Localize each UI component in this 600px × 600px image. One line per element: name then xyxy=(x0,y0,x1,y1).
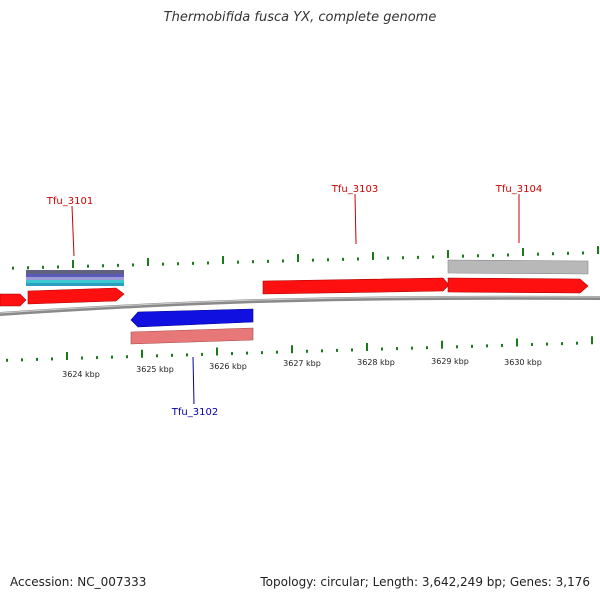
gene-arrow-tfu3101[interactable] xyxy=(27,287,125,305)
genome-backbone xyxy=(0,295,600,316)
gene-label-tfu3102[interactable]: Tfu_3102 xyxy=(171,407,218,418)
kbp-label-3626: 3626 kbp xyxy=(209,362,247,371)
leader-line-tfu3102 xyxy=(192,356,195,405)
kbp-label-3628: 3628 kbp xyxy=(357,358,395,367)
leader-line-tfu3103 xyxy=(354,193,357,245)
kbp-label-3625: 3625 kbp xyxy=(136,365,174,374)
gene-arrow-left-partial[interactable] xyxy=(0,293,27,307)
tick-row-top xyxy=(12,246,599,270)
gene-arrow-tfu3102[interactable] xyxy=(130,308,254,328)
leader-line-tfu3101 xyxy=(71,205,75,257)
gene-tfu3101-stack[interactable] xyxy=(26,270,124,286)
map-title: Thermobifida fusca YX, complete genome xyxy=(163,10,437,25)
kbp-label-3627: 3627 kbp xyxy=(283,359,321,368)
gene-label-tfu3101[interactable]: Tfu_3101 xyxy=(46,196,93,207)
kbp-label-3630: 3630 kbp xyxy=(504,358,542,367)
genome-summary-text: Topology: circular; Length: 3,642,249 bp… xyxy=(260,575,590,589)
gene-arrow-tfu3103[interactable] xyxy=(262,277,450,295)
kbp-label-3624: 3624 kbp xyxy=(62,370,100,379)
gene-block-tfu3104-grey[interactable] xyxy=(447,259,589,275)
gene-block-tfu3102-light[interactable] xyxy=(130,327,254,345)
genome-backbone-highlight xyxy=(0,296,600,314)
kbp-label-3629: 3629 kbp xyxy=(431,357,469,366)
gene-label-tfu3103[interactable]: Tfu_3103 xyxy=(331,184,378,195)
gene-arrow-tfu3104[interactable] xyxy=(447,277,589,294)
accession-text: Accession: NC_007333 xyxy=(10,575,147,589)
gene-label-tfu3104[interactable]: Tfu_3104 xyxy=(495,184,542,195)
tick-row-bottom xyxy=(6,336,593,362)
